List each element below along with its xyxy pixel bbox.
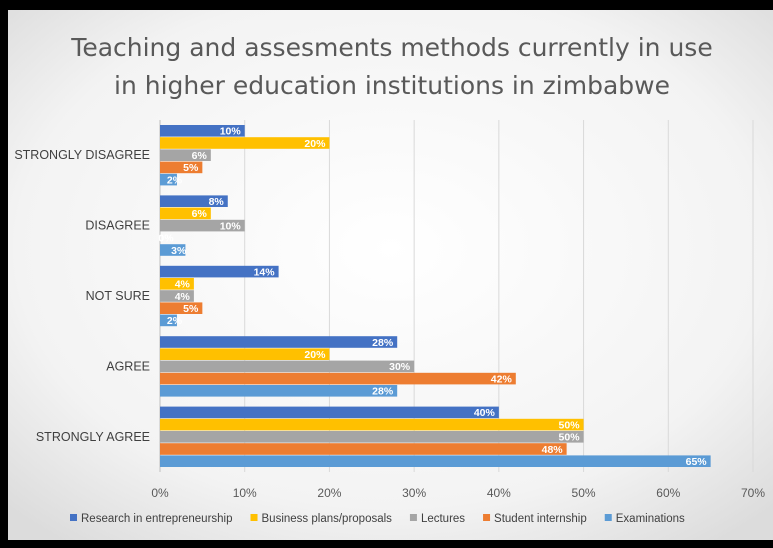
legend-swatch xyxy=(70,514,77,521)
bar-data-label: 65% xyxy=(686,456,708,468)
bar xyxy=(160,302,203,314)
category-axis: STRONGLY DISAGREE DISAGREE NOT SURE AGREE ST… xyxy=(14,148,150,444)
bar-data-label: 42% xyxy=(491,373,513,385)
bar-data-label: 30% xyxy=(389,361,411,373)
bar-data-label: 10% xyxy=(220,220,242,232)
bar xyxy=(160,125,245,137)
bar-data-label: 3% xyxy=(171,245,187,257)
bar xyxy=(160,443,567,455)
bar xyxy=(160,290,194,302)
category-label: AGREE xyxy=(106,359,150,373)
bar-data-label: 28% xyxy=(372,337,394,349)
category-label: STRONGLY DISAGREE xyxy=(14,148,150,162)
bar-data-label: 6% xyxy=(192,150,208,162)
bar xyxy=(160,385,398,397)
bar-data-label: 40% xyxy=(474,407,496,419)
legend-swatch xyxy=(409,514,417,521)
x-tick-label: 70% xyxy=(741,486,765,500)
legend-swatch xyxy=(604,514,612,521)
bar xyxy=(160,173,177,186)
legend-entry: Examinations xyxy=(616,513,685,525)
bar xyxy=(160,455,711,467)
bar-data-label: 28% xyxy=(372,386,394,398)
value-axis: 0% 10% 20% 30% 40% 50% 60% 70% xyxy=(151,486,765,500)
bar-data-label: 50% xyxy=(559,432,581,444)
category-label: NOT SURE xyxy=(86,289,150,303)
bar-series: 10%20%6%5%2%8%6%10%0%3%14%4%4%5%2%28%20%… xyxy=(158,125,711,468)
bar-data-label: 0% xyxy=(158,233,174,245)
legend-swatch xyxy=(483,514,491,521)
x-tick-label: 10% xyxy=(233,486,257,500)
bar-data-label: 14% xyxy=(254,266,276,278)
bar-data-label: 2% xyxy=(167,315,183,327)
legend-entry: Research in entrepreneurship xyxy=(81,513,233,525)
bar-data-label: 4% xyxy=(175,279,191,291)
bar-data-label: 50% xyxy=(559,419,581,431)
legend-entry: Lectures xyxy=(421,513,465,525)
bar xyxy=(160,336,398,348)
bar-data-label: 8% xyxy=(209,196,225,208)
bar xyxy=(160,219,245,232)
x-tick-label: 60% xyxy=(656,486,680,500)
category-label: DISAGREE xyxy=(85,219,150,233)
bar-data-label: 6% xyxy=(192,208,208,220)
bar-data-label: 2% xyxy=(167,174,183,186)
bar xyxy=(160,360,415,373)
x-tick-label: 50% xyxy=(572,486,596,500)
x-tick-label: 30% xyxy=(402,486,426,500)
x-tick-label: 20% xyxy=(317,486,341,500)
legend-entry: Business plans/proposals xyxy=(262,513,393,525)
chart-title-line-2: in higher education institutions in zimb… xyxy=(114,71,670,100)
bar xyxy=(160,406,499,419)
bar xyxy=(160,372,516,385)
bar xyxy=(160,137,330,149)
bar-data-label: 5% xyxy=(183,303,199,315)
bar-data-label: 20% xyxy=(304,349,326,361)
legend-swatch xyxy=(250,514,258,521)
x-tick-label: 40% xyxy=(487,486,511,500)
legend: Research in entrepreneurship Business pla… xyxy=(70,513,685,525)
x-tick-label: 0% xyxy=(151,486,169,500)
chart-title-line-1: Teaching and assesments methods currentl… xyxy=(70,33,712,62)
bar-data-label: 5% xyxy=(183,162,199,174)
legend-entry: Student internship xyxy=(494,513,587,525)
bar xyxy=(160,244,186,256)
bar xyxy=(160,207,211,220)
bar xyxy=(160,314,177,327)
bar-data-label: 48% xyxy=(542,444,564,456)
bar xyxy=(160,431,584,443)
bar xyxy=(160,195,228,207)
bar xyxy=(160,149,211,161)
bar xyxy=(160,265,279,278)
bar xyxy=(160,161,203,174)
bar-data-label: 4% xyxy=(175,291,191,303)
bar-data-label: 10% xyxy=(220,126,242,138)
bar xyxy=(160,348,330,360)
bar-data-label: 20% xyxy=(304,138,326,150)
bar xyxy=(160,278,194,290)
category-label: STRONGLY AGREE xyxy=(36,430,150,444)
bar xyxy=(160,418,584,431)
